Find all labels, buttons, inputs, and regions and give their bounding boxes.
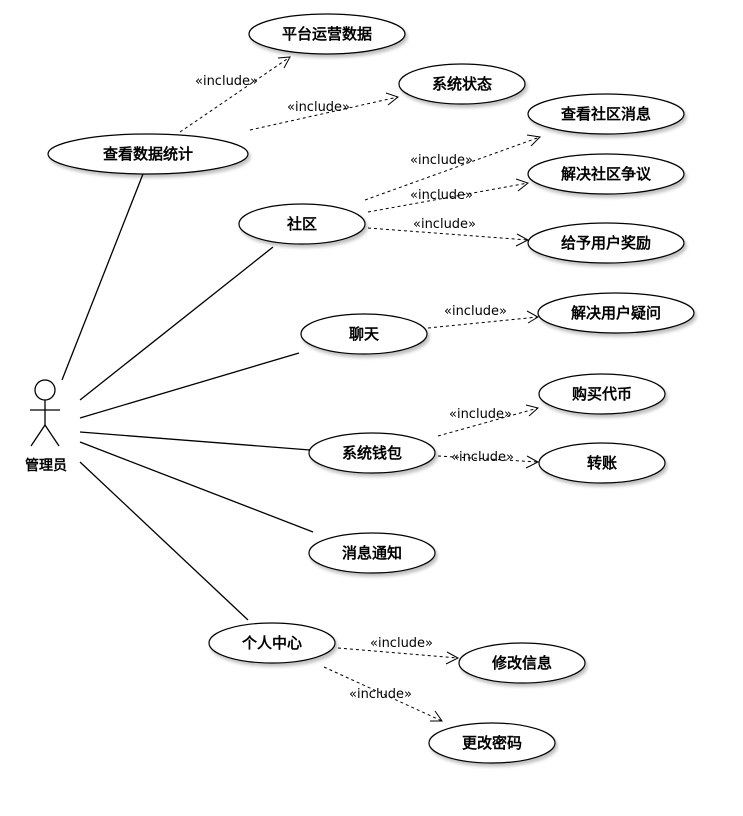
stereotype-label: «include» bbox=[287, 100, 350, 115]
assoc-notifications bbox=[79, 441, 314, 533]
use-case-label: 更改密码 bbox=[462, 734, 522, 752]
stereotype-label: «include» bbox=[370, 636, 433, 651]
use-case-wallet[interactable]: 系统钱包 bbox=[308, 432, 436, 474]
use-case-label: 修改信息 bbox=[491, 654, 552, 672]
stereotype-label: «include» bbox=[195, 74, 258, 89]
include-community-messages: «include» bbox=[364, 134, 542, 201]
use-case-buy-coins[interactable]: 购买代币 bbox=[538, 373, 666, 415]
actor-admin[interactable]: 管理员 bbox=[25, 379, 67, 474]
stereotype-label: «include» bbox=[444, 304, 507, 319]
actor-label: 管理员 bbox=[25, 457, 67, 474]
assoc-community bbox=[79, 246, 274, 401]
include-profile-edit: «include» bbox=[337, 636, 460, 665]
assoc-wallet bbox=[79, 431, 311, 451]
use-case-community[interactable]: 社区 bbox=[238, 203, 366, 245]
include-wallet-transfer: «include» bbox=[437, 450, 540, 469]
use-case-label: 查看社区消息 bbox=[561, 105, 651, 123]
include-stats-platform: «include» bbox=[179, 56, 291, 133]
use-case-notifications[interactable]: 消息通知 bbox=[308, 532, 436, 574]
use-case-label: 社区 bbox=[286, 215, 317, 233]
use-case-view-messages[interactable]: 查看社区消息 bbox=[527, 93, 685, 135]
use-case-system-status[interactable]: 系统状态 bbox=[398, 63, 526, 105]
use-case-transfer[interactable]: 转账 bbox=[538, 442, 666, 484]
stereotype-label: «include» bbox=[413, 217, 476, 232]
use-case-chat[interactable]: 聊天 bbox=[300, 313, 428, 355]
use-case-reward-users[interactable]: 给予用户奖励 bbox=[527, 222, 685, 264]
use-case-label: 消息通知 bbox=[342, 544, 402, 562]
stereotype-label: «include» bbox=[410, 153, 473, 168]
include-wallet-buy: «include» bbox=[437, 404, 540, 437]
include-dependencies: «include» «include» «include» «include» … bbox=[179, 56, 542, 722]
assoc-stats bbox=[61, 173, 144, 381]
use-case-label: 系统状态 bbox=[432, 75, 492, 93]
include-community-disputes: «include» bbox=[367, 178, 530, 213]
use-case-label: 系统钱包 bbox=[342, 444, 402, 462]
use-case-label: 给予用户奖励 bbox=[561, 234, 651, 252]
use-case-label: 个人中心 bbox=[241, 634, 302, 652]
use-case-platform-data[interactable]: 平台运营数据 bbox=[248, 13, 406, 55]
stereotype-label: «include» bbox=[451, 450, 514, 465]
actor-head bbox=[34, 379, 56, 401]
include-profile-password: «include» bbox=[323, 666, 443, 722]
stereotype-label: «include» bbox=[449, 407, 512, 422]
stereotype-label: «include» bbox=[349, 687, 412, 702]
use-case-label: 解决社区争议 bbox=[561, 165, 652, 183]
use-case-label: 查看数据统计 bbox=[103, 145, 193, 163]
associations bbox=[61, 173, 314, 621]
include-stats-status: «include» bbox=[249, 92, 400, 131]
use-case-label: 解决用户疑问 bbox=[571, 304, 661, 322]
include-chat-questions: «include» bbox=[427, 304, 540, 329]
use-case-resolve-disputes[interactable]: 解决社区争议 bbox=[527, 153, 685, 195]
stereotype-label: «include» bbox=[410, 188, 473, 203]
use-case-change-password[interactable]: 更改密码 bbox=[428, 722, 556, 764]
use-case-label: 转账 bbox=[587, 454, 617, 472]
use-case-label: 平台运营数据 bbox=[282, 25, 372, 43]
use-case-profile[interactable]: 个人中心 bbox=[208, 622, 336, 664]
use-case-edit-info[interactable]: 修改信息 bbox=[458, 642, 586, 684]
use-case-stats[interactable]: 查看数据统计 bbox=[47, 133, 249, 175]
include-community-reward: «include» bbox=[367, 217, 530, 247]
use-case-resolve-questions[interactable]: 解决用户疑问 bbox=[537, 292, 695, 334]
assoc-profile bbox=[79, 461, 249, 621]
use-case-label: 聊天 bbox=[349, 325, 380, 343]
assoc-chat bbox=[79, 352, 300, 419]
use-case-label: 购买代币 bbox=[572, 385, 632, 403]
